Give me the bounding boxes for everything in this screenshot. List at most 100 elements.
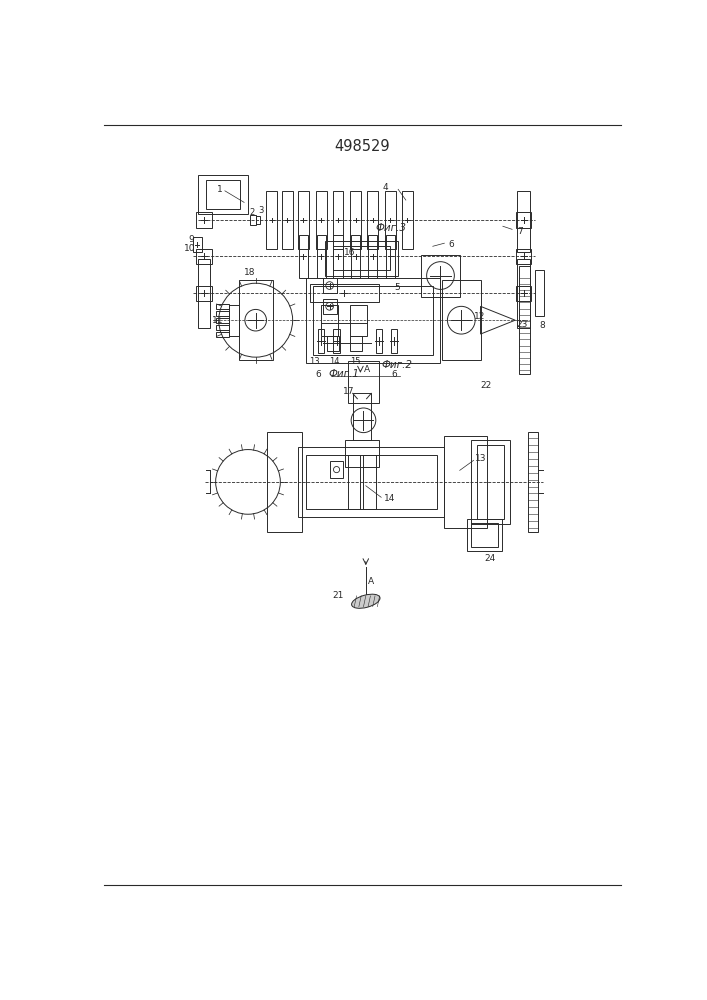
Text: 22: 22 (481, 381, 492, 390)
Ellipse shape (351, 594, 380, 608)
Bar (298, 191, 309, 249)
Bar (267, 432, 302, 532)
Bar (305, 455, 437, 509)
Bar (198, 175, 248, 214)
Bar (197, 212, 212, 228)
Text: 13: 13 (310, 357, 320, 366)
Text: 11: 11 (212, 316, 223, 325)
Text: 1: 1 (217, 185, 223, 194)
Text: Фиг.1: Фиг.1 (329, 369, 360, 379)
Bar (299, 235, 308, 278)
Bar (216, 325, 229, 330)
Bar (368, 235, 378, 278)
Bar (368, 191, 378, 249)
Bar (334, 235, 343, 278)
Bar (216, 332, 229, 337)
Bar (316, 191, 327, 249)
Text: 5: 5 (395, 283, 400, 292)
Bar (216, 318, 229, 323)
Text: 14: 14 (329, 357, 339, 366)
Bar (518, 191, 530, 252)
Bar (472, 523, 498, 547)
Bar (322, 299, 337, 314)
Text: 13: 13 (475, 454, 486, 463)
Bar (216, 311, 229, 316)
Bar (351, 336, 362, 351)
Text: A: A (368, 578, 374, 586)
Bar (467, 519, 502, 551)
Text: 498529: 498529 (334, 139, 390, 154)
Text: 4: 4 (382, 183, 388, 192)
Bar (402, 191, 413, 249)
Text: 3: 3 (258, 206, 264, 215)
Text: 21: 21 (333, 591, 344, 600)
Bar (351, 191, 361, 249)
Bar (325, 241, 398, 276)
Bar (391, 329, 397, 353)
Bar (363, 455, 376, 509)
Bar (282, 191, 293, 249)
Bar (535, 270, 544, 316)
Bar (527, 432, 538, 532)
Bar (472, 440, 510, 524)
Text: 17: 17 (343, 387, 354, 396)
Text: Фиг.3: Фиг.3 (375, 223, 406, 233)
Text: 6: 6 (392, 370, 397, 379)
Bar (229, 305, 239, 336)
Bar (322, 278, 337, 293)
Bar (353, 393, 371, 440)
Bar (239, 280, 273, 360)
Text: 7: 7 (518, 227, 523, 236)
Bar (519, 266, 530, 374)
Text: 23: 23 (517, 320, 528, 329)
Bar (333, 246, 390, 270)
Bar (267, 191, 277, 249)
Bar (310, 284, 379, 302)
Text: 12: 12 (474, 312, 485, 321)
Text: 6: 6 (448, 240, 454, 249)
Bar (305, 278, 440, 363)
Bar (317, 235, 326, 278)
Text: 6: 6 (315, 370, 321, 379)
Bar (516, 212, 532, 228)
Bar (477, 445, 504, 519)
Bar (197, 249, 212, 264)
Bar (327, 336, 339, 351)
Text: 9: 9 (189, 235, 194, 244)
Bar (333, 191, 344, 249)
Text: A: A (364, 365, 370, 374)
Text: Фиг.2: Фиг.2 (381, 360, 412, 370)
Bar (444, 436, 486, 528)
Bar (318, 329, 325, 353)
Bar (192, 237, 201, 252)
Bar (516, 286, 532, 301)
Bar (250, 215, 256, 225)
Text: 8: 8 (539, 321, 545, 330)
Bar (257, 216, 260, 224)
Bar (421, 255, 460, 297)
Bar (321, 305, 338, 336)
Bar (298, 447, 444, 517)
Text: 24: 24 (484, 554, 496, 563)
Text: 14: 14 (383, 494, 395, 503)
Bar (197, 286, 212, 301)
Bar (351, 305, 368, 336)
Bar (329, 461, 344, 478)
Bar (518, 259, 530, 328)
Bar (385, 191, 396, 249)
Text: 18: 18 (244, 268, 256, 277)
Bar (198, 259, 210, 328)
Bar (386, 235, 395, 278)
Text: 10: 10 (184, 244, 196, 253)
Bar (216, 304, 229, 309)
Bar (348, 361, 379, 403)
Bar (442, 280, 481, 360)
Bar (376, 329, 382, 353)
Text: 16: 16 (344, 248, 356, 257)
Bar (351, 235, 361, 278)
Text: 15: 15 (351, 357, 361, 366)
Bar (348, 455, 361, 509)
Bar (313, 286, 433, 355)
Text: 2: 2 (250, 208, 255, 217)
Bar (516, 249, 532, 264)
